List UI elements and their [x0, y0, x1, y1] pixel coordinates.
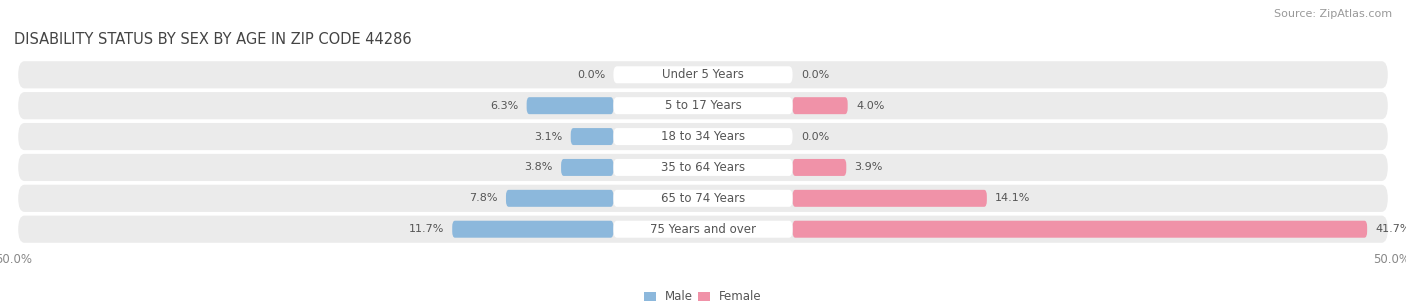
Text: 0.0%: 0.0% [801, 132, 830, 142]
FancyBboxPatch shape [18, 185, 1388, 212]
FancyBboxPatch shape [613, 128, 793, 145]
FancyBboxPatch shape [793, 221, 1367, 238]
Text: 6.3%: 6.3% [491, 101, 519, 111]
FancyBboxPatch shape [506, 190, 613, 207]
Text: 3.8%: 3.8% [524, 162, 553, 172]
Text: DISABILITY STATUS BY SEX BY AGE IN ZIP CODE 44286: DISABILITY STATUS BY SEX BY AGE IN ZIP C… [14, 32, 412, 47]
FancyBboxPatch shape [18, 123, 1388, 150]
FancyBboxPatch shape [613, 159, 793, 176]
FancyBboxPatch shape [793, 190, 987, 207]
Text: 3.9%: 3.9% [855, 162, 883, 172]
Text: 3.1%: 3.1% [534, 132, 562, 142]
Text: 18 to 34 Years: 18 to 34 Years [661, 130, 745, 143]
FancyBboxPatch shape [561, 159, 613, 176]
Text: 0.0%: 0.0% [576, 70, 605, 80]
Text: 5 to 17 Years: 5 to 17 Years [665, 99, 741, 112]
Text: 35 to 64 Years: 35 to 64 Years [661, 161, 745, 174]
Text: 41.7%: 41.7% [1375, 224, 1406, 234]
FancyBboxPatch shape [527, 97, 613, 114]
Text: 7.8%: 7.8% [470, 193, 498, 203]
Text: 4.0%: 4.0% [856, 101, 884, 111]
FancyBboxPatch shape [613, 221, 793, 238]
FancyBboxPatch shape [613, 190, 793, 207]
FancyBboxPatch shape [453, 221, 613, 238]
FancyBboxPatch shape [613, 66, 793, 83]
FancyBboxPatch shape [18, 154, 1388, 181]
FancyBboxPatch shape [571, 128, 613, 145]
FancyBboxPatch shape [18, 92, 1388, 119]
Text: 11.7%: 11.7% [409, 224, 444, 234]
Text: Under 5 Years: Under 5 Years [662, 68, 744, 81]
FancyBboxPatch shape [793, 159, 846, 176]
Text: 75 Years and over: 75 Years and over [650, 223, 756, 236]
Legend: Male, Female: Male, Female [644, 290, 762, 303]
FancyBboxPatch shape [18, 216, 1388, 243]
FancyBboxPatch shape [793, 97, 848, 114]
Text: 65 to 74 Years: 65 to 74 Years [661, 192, 745, 205]
Text: 0.0%: 0.0% [801, 70, 830, 80]
Text: Source: ZipAtlas.com: Source: ZipAtlas.com [1274, 9, 1392, 19]
FancyBboxPatch shape [18, 61, 1388, 88]
Text: 14.1%: 14.1% [995, 193, 1031, 203]
FancyBboxPatch shape [613, 97, 793, 114]
